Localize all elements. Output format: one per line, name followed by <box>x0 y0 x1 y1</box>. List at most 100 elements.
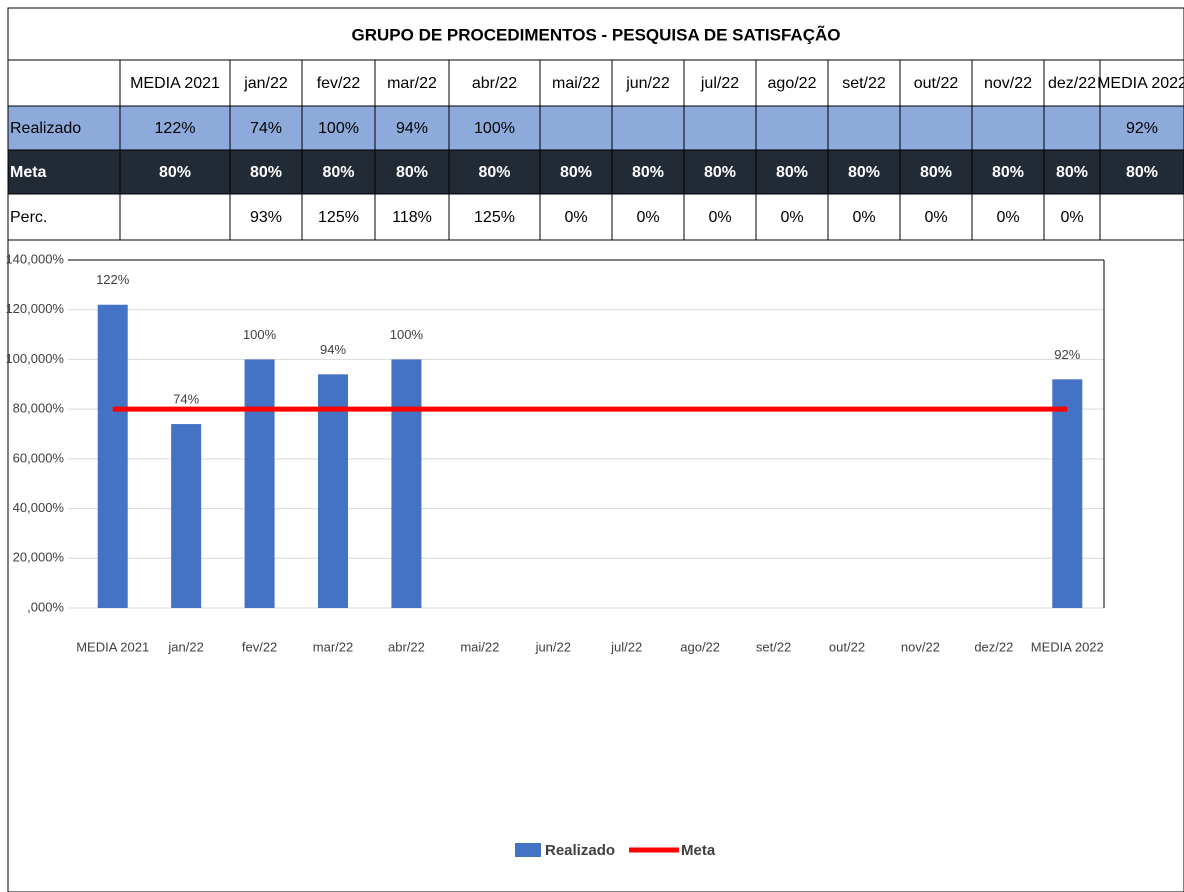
row-label: Perc. <box>10 209 47 226</box>
cell-text: fev/22 <box>317 75 361 92</box>
cell-text: 80% <box>920 164 952 181</box>
cell-text: mai/22 <box>552 75 600 92</box>
cell-text: 0% <box>564 209 587 226</box>
cell-text: 80% <box>704 164 736 181</box>
cell <box>899 59 973 107</box>
cell <box>7 105 121 151</box>
bar <box>1052 379 1083 608</box>
cell-text: MEDIA 2021 <box>130 75 220 92</box>
x-tick-label: out/22 <box>829 639 865 654</box>
y-tick-label: 120,000% <box>5 301 64 316</box>
cell <box>755 193 829 241</box>
cell-text: jun/22 <box>625 75 670 92</box>
cell <box>971 193 1045 241</box>
cell <box>119 193 231 241</box>
data-label: 100% <box>243 327 277 342</box>
cell <box>827 105 901 151</box>
cell <box>119 149 231 195</box>
x-tick-label: jan/22 <box>167 639 203 654</box>
cell-text: mar/22 <box>387 75 437 92</box>
cell <box>301 193 376 241</box>
cell-text: 118% <box>392 209 432 226</box>
data-label: 122% <box>96 272 130 287</box>
bar <box>391 359 422 608</box>
cell <box>7 149 121 195</box>
x-tick-label: set/22 <box>756 639 791 654</box>
data-label: 74% <box>173 391 199 406</box>
cell <box>7 193 121 241</box>
cell <box>448 59 541 107</box>
y-tick-label: 40,000% <box>13 500 65 515</box>
cell <box>899 105 973 151</box>
cell-text: 80% <box>848 164 880 181</box>
cell-text: 122% <box>155 120 196 137</box>
cell-text: 80% <box>776 164 808 181</box>
cell <box>374 193 450 241</box>
bar <box>97 304 128 608</box>
cell <box>827 149 901 195</box>
legend-swatch <box>515 843 541 857</box>
cell <box>827 59 901 107</box>
cell-text: 80% <box>560 164 592 181</box>
cell <box>7 59 121 107</box>
cell <box>971 59 1045 107</box>
cell-text: 0% <box>636 209 659 226</box>
cell <box>755 105 829 151</box>
cell-text: 80% <box>478 164 510 181</box>
cell-text: jan/22 <box>243 75 288 92</box>
cell <box>683 59 757 107</box>
y-tick-label: 60,000% <box>13 450 65 465</box>
title-cell <box>7 7 1184 61</box>
x-tick-label: mai/22 <box>460 639 499 654</box>
cell-text: set/22 <box>842 75 886 92</box>
bar <box>244 359 275 608</box>
x-tick-label: mar/22 <box>313 639 353 654</box>
cell-text: 93% <box>250 209 282 226</box>
cell-text: 80% <box>396 164 428 181</box>
bar <box>318 374 348 608</box>
cell-text: 74% <box>250 120 282 137</box>
cell-text: 100% <box>474 120 515 137</box>
cell-text: 80% <box>250 164 282 181</box>
cell <box>683 105 757 151</box>
cell <box>971 149 1045 195</box>
cell <box>374 59 450 107</box>
x-tick-label: dez/22 <box>974 639 1013 654</box>
x-tick-label: ago/22 <box>680 639 720 654</box>
cell-text: 0% <box>780 209 803 226</box>
cell <box>539 193 613 241</box>
cell-text: abr/22 <box>472 75 517 92</box>
cell-text: 100% <box>318 120 359 137</box>
cell-text: 80% <box>632 164 664 181</box>
x-tick-label: jul/22 <box>610 639 642 654</box>
legend-label: Meta <box>681 842 716 859</box>
cell-text: 80% <box>159 164 191 181</box>
data-label: 100% <box>390 327 424 342</box>
y-tick-label: 20,000% <box>13 550 65 565</box>
cell-text: 125% <box>474 209 515 226</box>
cell <box>301 105 376 151</box>
legend-label: Realizado <box>545 842 615 859</box>
cell <box>119 105 231 151</box>
cell-text: 80% <box>322 164 354 181</box>
cell <box>683 193 757 241</box>
cell <box>1099 105 1184 151</box>
row-label: Meta <box>10 164 47 181</box>
cell <box>1099 59 1184 107</box>
x-tick-label: abr/22 <box>388 639 425 654</box>
cell-text: MEDIA 2022 <box>1097 75 1184 92</box>
cell <box>611 193 685 241</box>
cell <box>1043 193 1101 241</box>
cell <box>229 59 303 107</box>
cell-text: dez/22 <box>1048 75 1096 92</box>
cell-text: 0% <box>924 209 947 226</box>
cell <box>971 105 1045 151</box>
cell <box>539 149 613 195</box>
cell-text: out/22 <box>914 75 959 92</box>
cell-text: 80% <box>992 164 1024 181</box>
cell <box>683 149 757 195</box>
cell <box>899 149 973 195</box>
bar <box>171 424 202 608</box>
cell <box>1043 105 1101 151</box>
